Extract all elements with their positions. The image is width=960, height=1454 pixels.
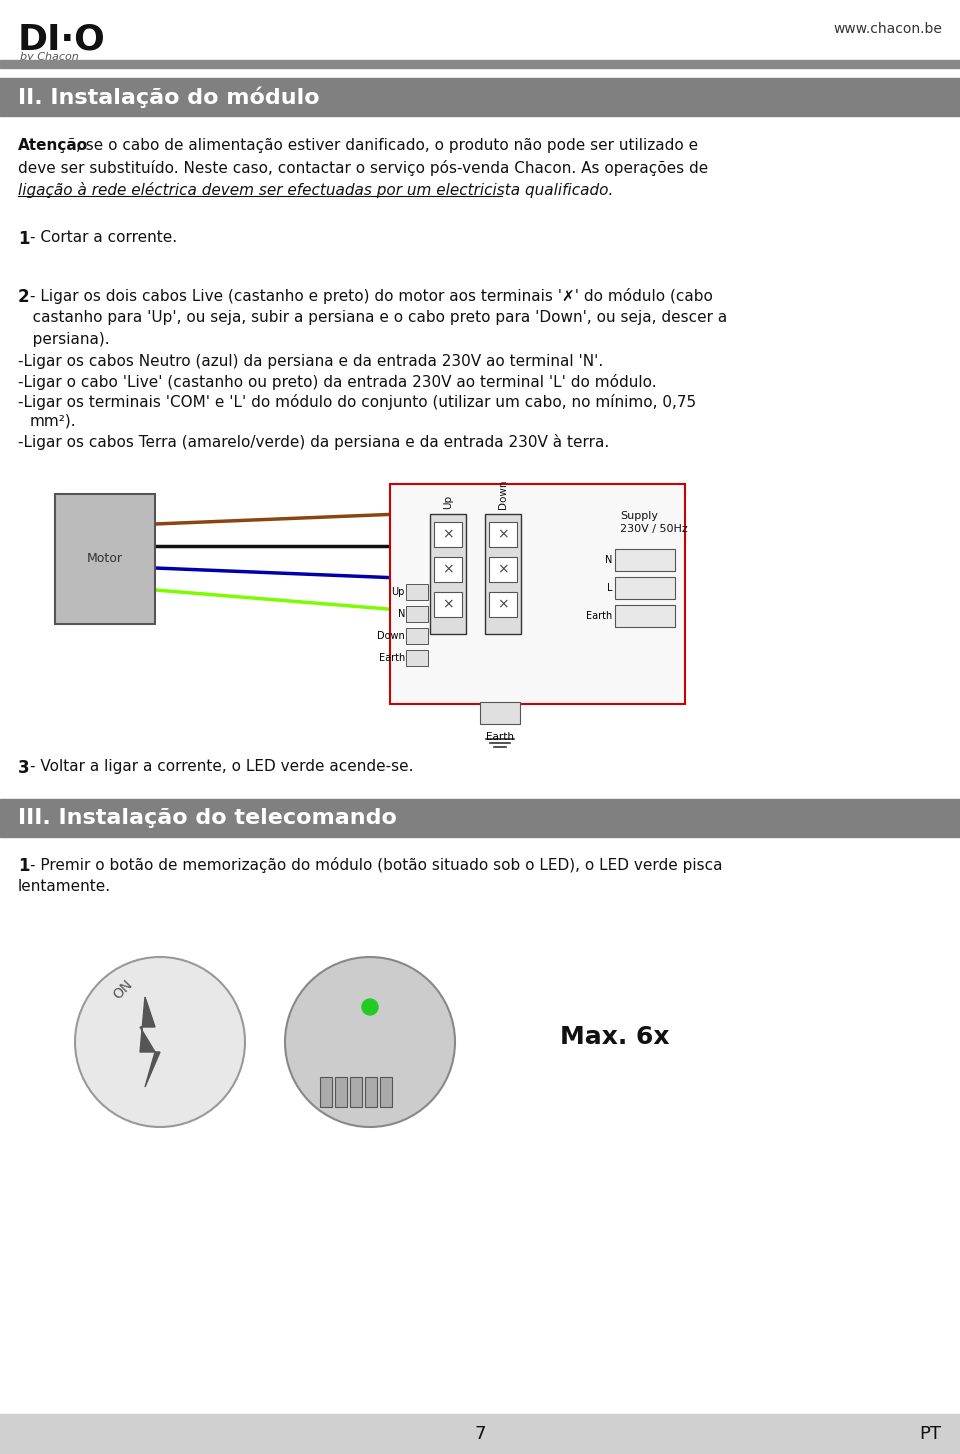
Text: - Cortar a corrente.: - Cortar a corrente. [30, 230, 178, 246]
Text: 3: 3 [18, 759, 30, 776]
Text: ON: ON [110, 977, 135, 1002]
Bar [615, 577, 675, 599]
Text: 230V / 50Hz: 230V / 50Hz [620, 523, 687, 534]
Text: Earth: Earth [486, 731, 514, 742]
Text: ×: × [497, 563, 509, 576]
Bar [430, 515, 466, 634]
Bar [380, 1077, 392, 1106]
Text: 1: 1 [18, 856, 30, 875]
Bar [434, 522, 462, 547]
Bar [406, 585, 428, 601]
Text: ×: × [497, 598, 509, 611]
Text: Motor: Motor [87, 553, 123, 566]
Text: -Ligar o cabo 'Live' (castanho ou preto) da entrada 230V ao terminal 'L' do módu: -Ligar o cabo 'Live' (castanho ou preto)… [18, 374, 657, 390]
Bar [0, 1413, 960, 1454]
Circle shape [362, 999, 378, 1015]
Text: - Ligar os dois cabos Live (castanho e preto) do motor aos terminais '✗' do módu: - Ligar os dois cabos Live (castanho e p… [30, 288, 713, 304]
Text: ligação à rede eléctrica devem ser efectuadas por um electricista qualificado.: ligação à rede eléctrica devem ser efect… [18, 182, 613, 198]
Text: lentamente.: lentamente. [18, 880, 111, 894]
Bar [0, 800, 960, 838]
Text: mm²).: mm²). [30, 414, 77, 429]
Text: ×: × [443, 598, 454, 611]
Circle shape [285, 957, 455, 1127]
Bar [406, 606, 428, 622]
Bar [406, 628, 428, 644]
Text: Down: Down [377, 631, 405, 641]
Text: ×: × [443, 563, 454, 576]
Text: III. Instalação do telecomando: III. Instalação do telecomando [18, 808, 396, 827]
Text: 1: 1 [18, 230, 30, 249]
Text: , se o cabo de alimentação estiver danificado, o produto não pode ser utilizado : , se o cabo de alimentação estiver danif… [76, 138, 698, 153]
Text: by Chacon: by Chacon [20, 52, 79, 63]
Bar [365, 1077, 377, 1106]
Bar [489, 592, 517, 616]
Text: 7: 7 [474, 1425, 486, 1442]
Text: ×: × [497, 526, 509, 541]
Text: L: L [607, 583, 612, 593]
Bar [406, 650, 428, 666]
Text: N: N [397, 609, 405, 619]
Text: deve ser substituído. Neste caso, contactar o serviço pós-venda Chacon. As opera: deve ser substituído. Neste caso, contac… [18, 160, 708, 176]
Bar [0, 60, 960, 68]
Text: Earth: Earth [379, 653, 405, 663]
Bar [434, 557, 462, 582]
Text: Max. 6x: Max. 6x [560, 1025, 669, 1048]
Text: ×: × [443, 526, 454, 541]
Text: -Ligar os cabos Neutro (azul) da persiana e da entrada 230V ao terminal 'N'.: -Ligar os cabos Neutro (azul) da persian… [18, 353, 603, 369]
Bar [489, 557, 517, 582]
Text: - Voltar a ligar a corrente, o LED verde acende-se.: - Voltar a ligar a corrente, o LED verde… [30, 759, 414, 774]
Bar [390, 484, 685, 704]
Bar [480, 702, 520, 724]
Text: Up: Up [443, 494, 453, 509]
Polygon shape [140, 997, 160, 1088]
Text: II. Instalação do módulo: II. Instalação do módulo [18, 86, 320, 108]
Text: Earth: Earth [586, 611, 612, 621]
Text: Down: Down [498, 480, 508, 509]
Bar [615, 550, 675, 571]
Circle shape [75, 957, 245, 1127]
Bar [320, 1077, 332, 1106]
Text: persiana).: persiana). [18, 332, 109, 348]
Text: PT: PT [919, 1425, 941, 1442]
Text: Atenção: Atenção [18, 138, 88, 153]
Text: castanho para 'Up', ou seja, subir a persiana e o cabo preto para 'Down', ou sej: castanho para 'Up', ou seja, subir a per… [18, 310, 728, 326]
Text: N: N [605, 555, 612, 566]
Bar [55, 494, 155, 624]
Bar [615, 605, 675, 627]
Text: DI·O: DI·O [18, 22, 106, 57]
Text: - Premir o botão de memorização do módulo (botão situado sob o LED), o LED verde: - Premir o botão de memorização do módul… [30, 856, 723, 872]
Bar [350, 1077, 362, 1106]
Bar [434, 592, 462, 616]
Text: Supply: Supply [620, 510, 658, 521]
Bar [489, 522, 517, 547]
Text: www.chacon.be: www.chacon.be [833, 22, 942, 36]
Text: -Ligar os terminais 'COM' e 'L' do módulo do conjunto (utilizar um cabo, no míni: -Ligar os terminais 'COM' e 'L' do módul… [18, 394, 696, 410]
Bar [0, 79, 960, 116]
Text: 2: 2 [18, 288, 30, 305]
Text: Up: Up [392, 587, 405, 598]
Bar [335, 1077, 347, 1106]
Text: -Ligar os cabos Terra (amarelo/verde) da persiana e da entrada 230V à terra.: -Ligar os cabos Terra (amarelo/verde) da… [18, 433, 610, 449]
Bar [485, 515, 521, 634]
